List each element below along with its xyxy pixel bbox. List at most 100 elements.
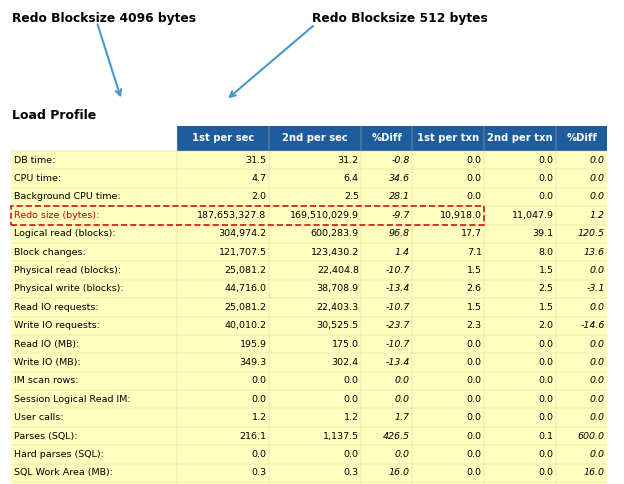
Text: 0.0: 0.0 xyxy=(467,413,482,422)
Bar xyxy=(11,280,607,298)
Bar xyxy=(11,353,607,372)
Text: 0.0: 0.0 xyxy=(590,266,605,275)
Text: Redo size (bytes):: Redo size (bytes): xyxy=(14,211,99,220)
Text: 1.4: 1.4 xyxy=(395,248,410,257)
Text: Physical write (blocks):: Physical write (blocks): xyxy=(14,285,124,293)
Text: 0.0: 0.0 xyxy=(539,193,553,201)
Text: 0.0: 0.0 xyxy=(467,377,482,385)
Text: 0.0: 0.0 xyxy=(251,395,266,404)
Bar xyxy=(11,317,607,335)
Bar xyxy=(11,390,607,408)
Text: Logical read (blocks):: Logical read (blocks): xyxy=(14,229,115,238)
Text: User calls:: User calls: xyxy=(14,413,63,422)
Text: 0.0: 0.0 xyxy=(467,156,482,165)
Text: 1st per txn: 1st per txn xyxy=(417,134,479,143)
Text: 22,403.3: 22,403.3 xyxy=(316,303,359,312)
Text: DB time:: DB time: xyxy=(14,156,55,165)
Text: 0.0: 0.0 xyxy=(539,413,553,422)
Text: 0.0: 0.0 xyxy=(251,377,266,385)
Text: 25,081.2: 25,081.2 xyxy=(225,303,266,312)
Text: 0.0: 0.0 xyxy=(590,413,605,422)
Bar xyxy=(177,126,607,151)
Text: 1.5: 1.5 xyxy=(539,303,553,312)
Text: Write IO (MB):: Write IO (MB): xyxy=(14,358,80,367)
Text: 40,010.2: 40,010.2 xyxy=(225,321,266,330)
Text: 0.0: 0.0 xyxy=(539,377,553,385)
Text: Redo Blocksize 512 bytes: Redo Blocksize 512 bytes xyxy=(312,12,488,25)
Text: 39.1: 39.1 xyxy=(532,229,553,238)
Text: Session Logical Read IM:: Session Logical Read IM: xyxy=(14,395,130,404)
Text: -13.4: -13.4 xyxy=(386,285,410,293)
Text: Hard parses (SQL):: Hard parses (SQL): xyxy=(14,450,104,459)
Text: 0.0: 0.0 xyxy=(539,174,553,183)
Text: 31.5: 31.5 xyxy=(245,156,266,165)
Text: CPU time:: CPU time: xyxy=(14,174,61,183)
Text: 0.0: 0.0 xyxy=(251,450,266,459)
Text: 123,430.2: 123,430.2 xyxy=(311,248,359,257)
Text: 0.0: 0.0 xyxy=(395,377,410,385)
Text: 0.0: 0.0 xyxy=(590,156,605,165)
Text: 0.0: 0.0 xyxy=(590,174,605,183)
Text: 0.0: 0.0 xyxy=(395,395,410,404)
Text: -13.4: -13.4 xyxy=(386,358,410,367)
Text: 0.0: 0.0 xyxy=(344,377,359,385)
Text: 1.2: 1.2 xyxy=(344,413,359,422)
Text: 0.0: 0.0 xyxy=(467,450,482,459)
Text: Load Profile: Load Profile xyxy=(12,109,97,122)
Text: 121,707.5: 121,707.5 xyxy=(218,248,266,257)
Text: 31.2: 31.2 xyxy=(338,156,359,165)
Text: 600.0: 600.0 xyxy=(578,432,605,440)
Text: Read IO requests:: Read IO requests: xyxy=(14,303,99,312)
Bar xyxy=(11,464,607,482)
Text: 0.0: 0.0 xyxy=(539,340,553,348)
Text: -10.7: -10.7 xyxy=(386,303,410,312)
Text: 169,510,029.9: 169,510,029.9 xyxy=(290,211,359,220)
Text: 0.0: 0.0 xyxy=(539,358,553,367)
Text: Block changes:: Block changes: xyxy=(14,248,85,257)
Text: 38,708.9: 38,708.9 xyxy=(316,285,359,293)
Text: %Diff: %Diff xyxy=(371,134,402,143)
Text: SQL Work Area (MB):: SQL Work Area (MB): xyxy=(14,469,113,477)
Bar xyxy=(11,482,607,484)
Bar xyxy=(11,243,607,261)
Text: 1.5: 1.5 xyxy=(467,303,482,312)
Bar xyxy=(11,408,607,427)
Text: 0.0: 0.0 xyxy=(590,450,605,459)
Text: 0.3: 0.3 xyxy=(344,469,359,477)
Text: 16.0: 16.0 xyxy=(389,469,410,477)
Text: 0.0: 0.0 xyxy=(539,450,553,459)
Text: 0.0: 0.0 xyxy=(539,156,553,165)
Text: 426.5: 426.5 xyxy=(383,432,410,440)
Text: 28.1: 28.1 xyxy=(389,193,410,201)
Bar xyxy=(11,298,607,317)
Text: %Diff: %Diff xyxy=(566,134,597,143)
Bar xyxy=(11,261,607,280)
Text: 302.4: 302.4 xyxy=(332,358,359,367)
Text: Write IO requests:: Write IO requests: xyxy=(14,321,100,330)
Text: 0.0: 0.0 xyxy=(467,358,482,367)
Text: 17.7: 17.7 xyxy=(461,229,482,238)
Text: 1.5: 1.5 xyxy=(539,266,553,275)
Text: 0.0: 0.0 xyxy=(467,432,482,440)
Text: 6.4: 6.4 xyxy=(344,174,359,183)
Text: Read IO (MB):: Read IO (MB): xyxy=(14,340,79,348)
Text: 1.7: 1.7 xyxy=(395,413,410,422)
Text: 13.6: 13.6 xyxy=(583,248,605,257)
Text: 2nd per txn: 2nd per txn xyxy=(487,134,553,143)
Text: 30,525.5: 30,525.5 xyxy=(316,321,359,330)
Text: 349.3: 349.3 xyxy=(239,358,266,367)
Bar xyxy=(11,151,607,169)
Bar xyxy=(11,372,607,390)
Text: 0.0: 0.0 xyxy=(539,469,553,477)
Text: 96.8: 96.8 xyxy=(389,229,410,238)
Text: 0.3: 0.3 xyxy=(251,469,266,477)
Text: 2.6: 2.6 xyxy=(467,285,482,293)
Bar xyxy=(11,225,607,243)
Text: 4.7: 4.7 xyxy=(251,174,266,183)
Bar xyxy=(11,206,607,225)
Text: 0.0: 0.0 xyxy=(467,395,482,404)
Text: -23.7: -23.7 xyxy=(386,321,410,330)
Text: Parses (SQL):: Parses (SQL): xyxy=(14,432,77,440)
Text: 0.0: 0.0 xyxy=(539,395,553,404)
Text: 175.0: 175.0 xyxy=(332,340,359,348)
